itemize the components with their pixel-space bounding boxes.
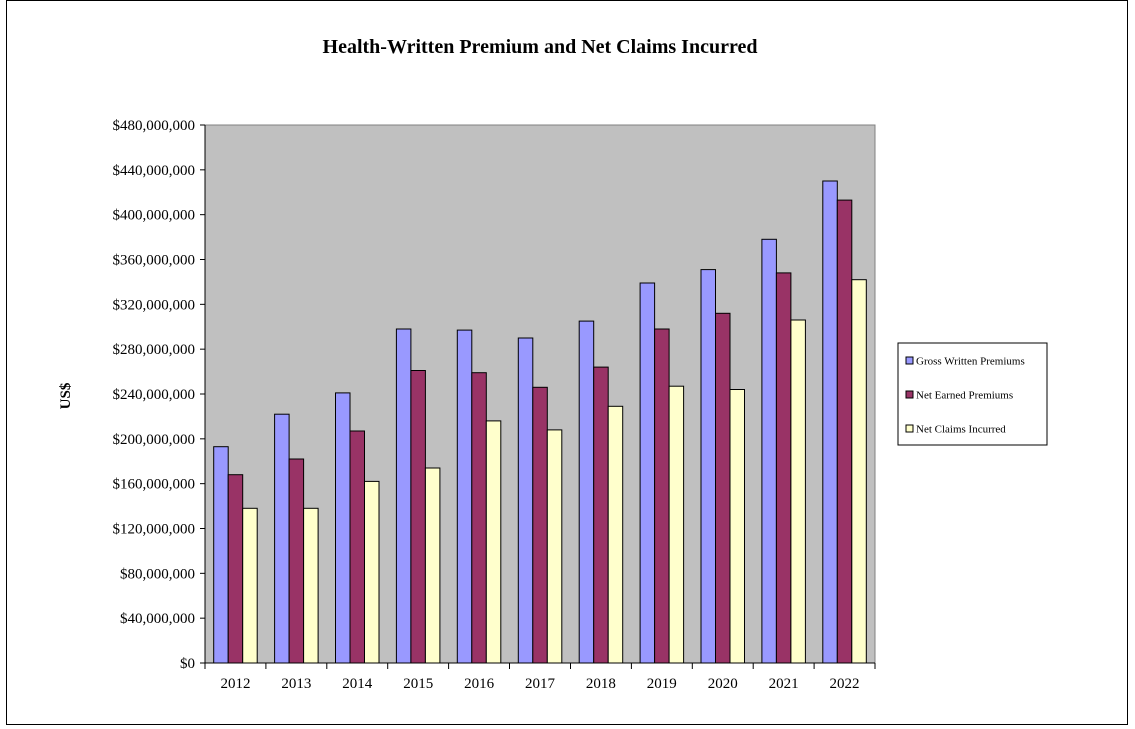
legend-label: Net Claims Incurred [916,424,1006,436]
bar-2012-1 [213,446,229,664]
y-tick-label: $480,000,000 [113,118,196,134]
bar-2020-1 [700,269,716,664]
bar-2020-2 [715,312,731,664]
y-axis-label: US$ [58,382,74,409]
bar-2020-3 [729,389,745,664]
x-tick-label: 2022 [830,676,860,692]
bar-2016-2 [471,372,487,664]
bar-2017-2 [532,386,548,664]
bar-2015-3 [424,467,441,664]
legend-box [897,342,1048,446]
bar-2018-3 [607,405,624,664]
bar-2012-2 [227,474,244,664]
bar-2016-3 [485,420,502,664]
bar-2015-2 [410,370,426,664]
bar-2015-1 [395,328,412,664]
y-tick-label: $0 [180,656,195,672]
y-tick-label: $240,000,000 [113,387,196,403]
x-tick-label: 2013 [281,676,311,692]
legend-swatch [905,390,914,399]
bar-2021-1 [761,238,777,664]
legend-swatch [905,356,914,365]
bars-layer [213,180,867,664]
axes-layer: 2012 2013 2014 2015 2016 2017 2018 2019 2020 2021… [113,118,876,692]
x-tick-label: 2020 [708,676,738,692]
legend-label: Net Earned Premiums [916,390,1013,402]
y-tick-label: $200,000,000 [113,432,196,448]
x-tick-label: 2016 [464,676,495,692]
x-tick-label: 2015 [403,676,433,692]
bar-2022-2 [836,199,853,664]
chart-title: Health-Written Premium and Net Claims In… [323,36,758,58]
bar-2016-1 [456,329,473,664]
y-tick-label: $280,000,000 [113,342,196,358]
bar-2021-3 [790,319,806,664]
bar-2019-3 [668,385,685,664]
bar-2019-2 [654,328,670,664]
x-tick-label: 2021 [769,676,799,692]
bar-2013-2 [288,458,305,664]
legend-label: Gross Written Premiums [916,356,1025,368]
bar-2022-3 [851,279,867,664]
x-tick-label: 2014 [342,676,373,692]
bar-2014-1 [335,392,351,664]
bar-2012-3 [242,507,258,664]
y-tick-label: $120,000,000 [113,522,196,538]
x-tick-label: 2018 [586,676,616,692]
y-tick-label: $440,000,000 [113,163,196,179]
y-tick-label: $40,000,000 [120,611,195,627]
y-tick-label: $80,000,000 [120,566,195,582]
y-tick-label: $160,000,000 [113,477,196,493]
x-tick-label: 2012 [221,676,251,692]
y-tick-label: $320,000,000 [113,297,196,313]
bar-2022-1 [822,180,838,664]
x-tick-label: 2019 [647,676,677,692]
bar-2014-3 [364,480,380,664]
legend: Gross Written Premiums Net Earned Premium… [897,342,1048,446]
bar-2014-2 [349,430,365,664]
bar-2017-1 [517,337,534,664]
y-tick-label: $360,000,000 [113,253,196,269]
legend-swatch [905,424,914,433]
bar-2019-1 [639,282,656,664]
y-tick-label: $400,000,000 [113,208,196,224]
bar-2013-3 [303,507,319,664]
bar-2013-1 [274,413,290,664]
bar-2018-1 [578,320,595,664]
bar-2017-3 [546,429,563,664]
bar-2021-2 [775,272,792,664]
bar-2018-2 [593,366,609,664]
x-tick-label: 2017 [525,676,556,692]
